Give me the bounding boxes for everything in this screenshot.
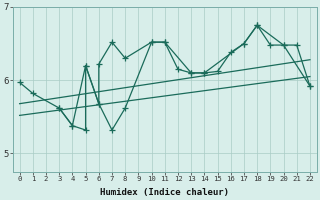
X-axis label: Humidex (Indice chaleur): Humidex (Indice chaleur): [100, 188, 229, 197]
